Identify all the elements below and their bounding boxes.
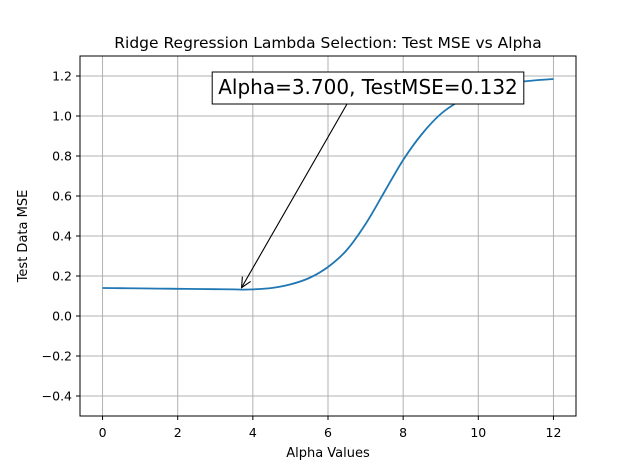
y-tick-label: −0.4: [42, 389, 72, 404]
x-tick-label: 8: [399, 425, 407, 440]
y-tick-label: 1.0: [52, 109, 72, 124]
annotation-text: Alpha=3.700, TestMSE=0.132: [218, 75, 518, 99]
axis-ticks: 0 2 4 6 8 10 12 −0.4 −0.2 0.0 0.2 0.4 0.6 0.8 1.0 1.2: [42, 69, 562, 441]
x-tick-label: 12: [546, 425, 562, 440]
x-tick-label: 2: [174, 425, 182, 440]
y-tick-label: 0.6: [52, 189, 72, 204]
y-tick-label: 0.8: [52, 149, 72, 164]
annotation: Alpha=3.700, TestMSE=0.132: [211, 71, 525, 289]
x-tick-label: 6: [324, 425, 332, 440]
y-tick-label: 0.0: [52, 309, 72, 324]
x-axis-label: Alpha Values: [286, 446, 370, 461]
x-tick-label: 10: [470, 425, 486, 440]
y-tick-label: 0.2: [52, 269, 72, 284]
y-tick-label: 0.4: [52, 229, 72, 244]
annotation-box: [211, 71, 525, 105]
y-tick-label: 1.2: [52, 69, 72, 84]
annotation-arrow-head: [240, 276, 251, 289]
x-tick-label: 0: [99, 425, 107, 440]
y-tick-label: −0.2: [42, 349, 72, 364]
x-tick-label: 4: [249, 425, 257, 440]
y-axis-label: Test Data MSE: [16, 190, 31, 284]
annotation-arrow: [241, 103, 348, 288]
grid: [80, 56, 576, 416]
chart-title: Ridge Regression Lambda Selection: Test …: [114, 34, 541, 52]
